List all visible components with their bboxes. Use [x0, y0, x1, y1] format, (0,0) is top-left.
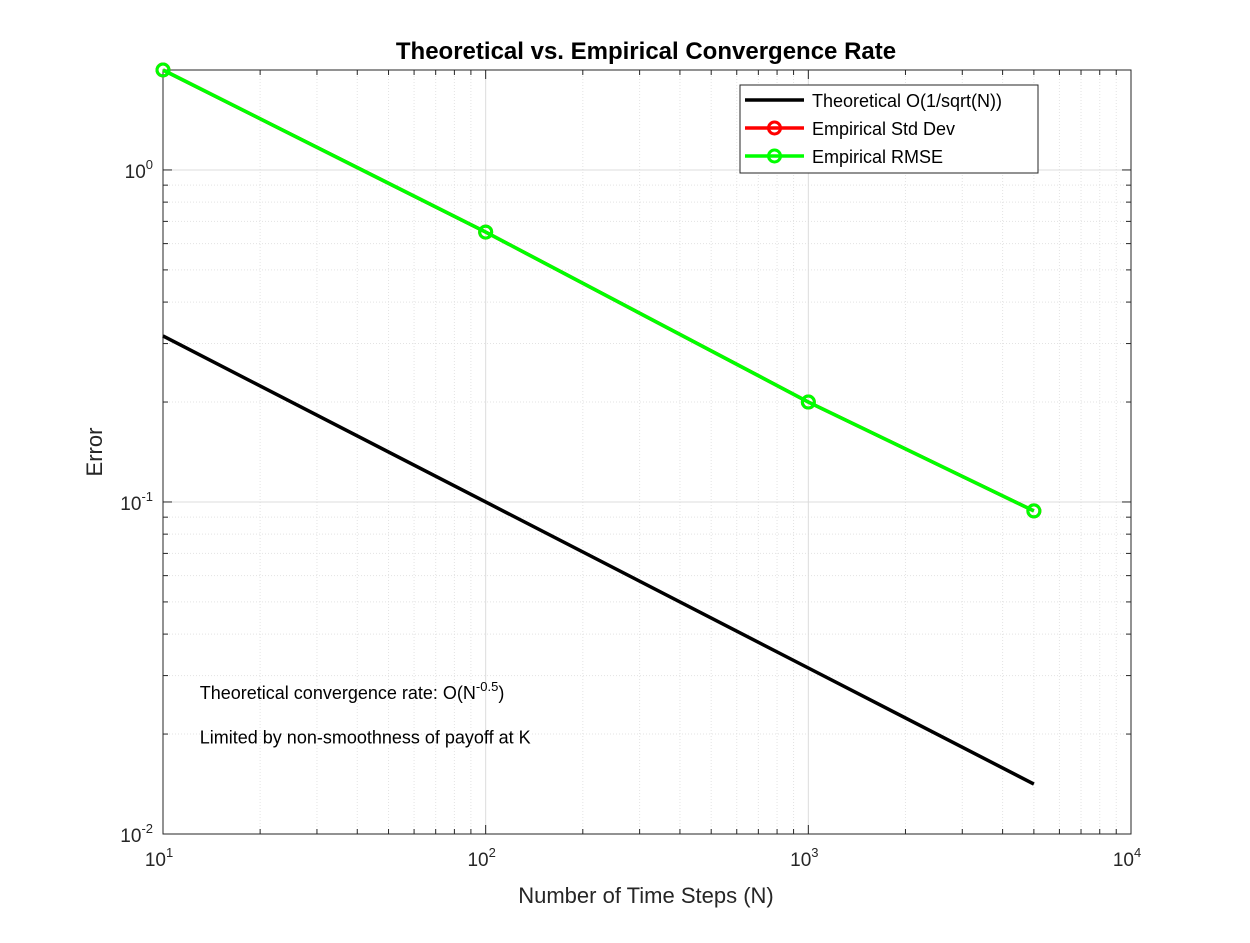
y-axis-label: Error	[82, 428, 107, 477]
series-line	[162, 68, 1035, 513]
legend-item: Theoretical O(1/sqrt(N))	[745, 91, 1002, 111]
x-tick-label: 103	[790, 845, 818, 871]
legend-label: Theoretical O(1/sqrt(N))	[812, 91, 1002, 111]
legend-label: Empirical RMSE	[812, 147, 943, 167]
y-tick-label: 10-1	[120, 489, 153, 515]
legend-marker	[767, 148, 782, 164]
tick-labels: 101 102 103 104 10-2 10-1 100	[120, 157, 1141, 871]
legend-item: Empirical RMSE	[745, 147, 943, 167]
annotation-text: Limited by non-smoothness of payoff at K	[200, 728, 531, 748]
x-tick-label: 102	[467, 845, 495, 871]
y-tick-label: 10-2	[120, 821, 153, 847]
series	[155, 62, 1042, 786]
legend-item: Empirical Std Dev	[745, 119, 955, 139]
data-point	[155, 62, 171, 78]
series-0	[162, 334, 1035, 786]
axes-box	[162, 69, 1132, 835]
axes	[162, 69, 1132, 835]
data-point	[800, 394, 816, 410]
grid	[163, 70, 1131, 834]
legend-marker	[767, 120, 782, 136]
chart-title: Theoretical vs. Empirical Convergence Ra…	[396, 38, 896, 65]
legend: Theoretical O(1/sqrt(N)) Empirical Std De…	[739, 84, 1039, 174]
plot-area	[163, 70, 1131, 834]
data-point	[478, 224, 494, 240]
legend-label: Empirical Std Dev	[812, 119, 955, 139]
x-tick-label: 101	[145, 845, 173, 871]
y-tick-label: 100	[125, 157, 153, 183]
data-point	[1026, 503, 1042, 519]
series-line	[162, 334, 1035, 786]
annotation-text: Theoretical convergence rate: O(N-0.5)	[200, 679, 505, 703]
annotations: Theoretical convergence rate: O(N-0.5) Li…	[200, 679, 531, 748]
x-tick-label: 104	[1113, 845, 1141, 871]
x-axis-label: Number of Time Steps (N)	[518, 883, 774, 908]
series-2	[155, 62, 1042, 519]
